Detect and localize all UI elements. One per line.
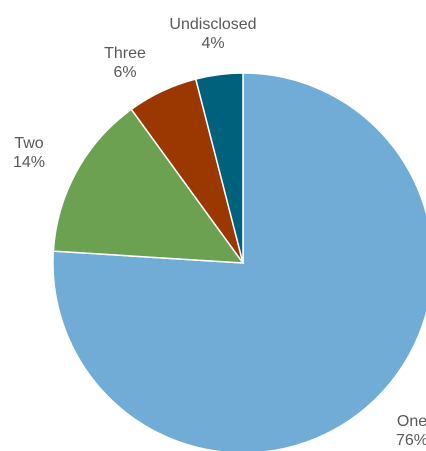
slice-label-one: One 76% — [396, 413, 426, 449]
slice-name-one: One — [397, 413, 426, 430]
pie-labels: One 76% Two 14% Three 6% Undisclosed 4% — [13, 16, 426, 449]
slice-percent-two: 14% — [13, 154, 45, 171]
pie-slices — [52, 72, 426, 451]
pie-slice-one — [52, 72, 426, 451]
pie-slice-two — [52, 108, 245, 264]
slice-percent-three: 6% — [113, 64, 136, 81]
slice-percent-undisclosed: 4% — [201, 35, 224, 52]
slice-name-two: Two — [14, 135, 43, 152]
slice-name-undisclosed: Undisclosed — [169, 16, 256, 33]
slice-percent-one: 76% — [396, 432, 426, 449]
pie-slice-undisclosed — [194, 72, 244, 264]
slice-name-three: Three — [104, 45, 146, 62]
slice-label-two: Two 14% — [13, 135, 45, 171]
slice-label-three: Three 6% — [104, 45, 146, 81]
slice-label-undisclosed: Undisclosed 4% — [169, 16, 256, 52]
